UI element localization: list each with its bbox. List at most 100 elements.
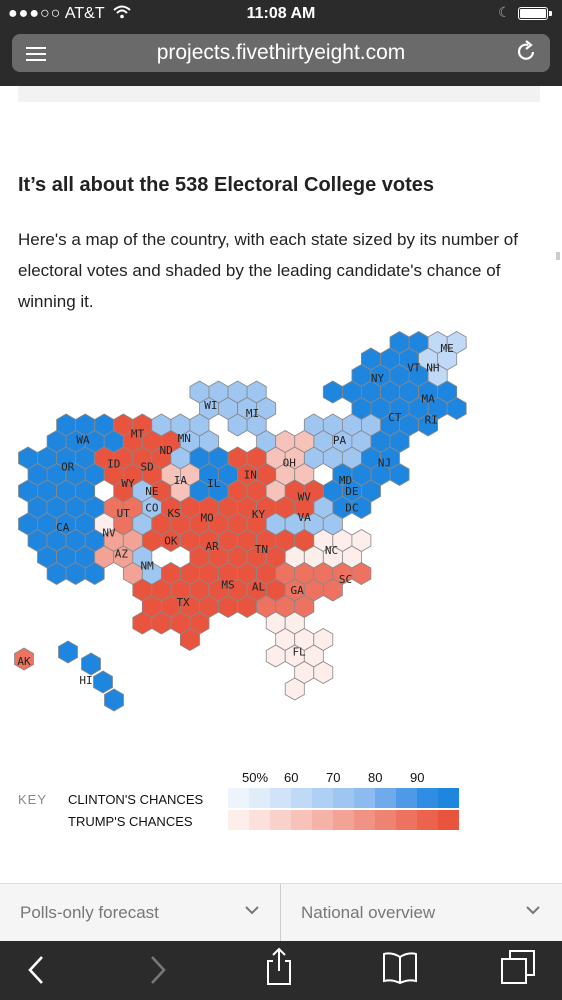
content-divider [18, 86, 540, 102]
state-label-tx: TX [176, 596, 190, 609]
clinton-swatch [333, 788, 354, 808]
state-label-nh: NH [426, 361, 439, 374]
state-label-nv: NV [102, 526, 116, 539]
do-not-disturb-icon: ☾ [498, 4, 511, 20]
map-key: 50% 60 70 80 90 KEY CLINTON'S CHANCES TR… [0, 768, 562, 838]
clinton-swatch [270, 788, 291, 808]
state-label-wy: WY [121, 477, 135, 490]
state-label-in: IN [244, 469, 257, 482]
state-label-dc: DC [345, 502, 358, 515]
state-hex-ny[interactable] [322, 380, 343, 404]
forecast-nav: Polls-only forecast National overview [0, 883, 562, 942]
dropdown-label: National overview [301, 903, 436, 922]
clinton-swatch [438, 788, 459, 808]
reload-icon[interactable] [516, 40, 538, 70]
state-label-sd: SD [140, 460, 153, 473]
state-label-ny: NY [371, 372, 385, 385]
state-hex-sc[interactable] [351, 562, 372, 585]
reader-menu-icon[interactable] [26, 47, 46, 65]
back-icon[interactable] [24, 953, 48, 992]
share-icon[interactable] [264, 947, 294, 992]
trump-swatch [312, 810, 333, 830]
chevron-down-icon [244, 900, 260, 925]
trump-swatch [375, 810, 396, 830]
wifi-icon [113, 5, 131, 19]
browser-toolbar [0, 941, 562, 1000]
url-field[interactable]: projects.fivethirtyeight.com [12, 34, 550, 72]
state-label-mn: MN [178, 432, 191, 445]
state-label-ar: AR [206, 540, 220, 553]
state-label-pa: PA [333, 434, 347, 447]
state-hex-hi[interactable] [104, 688, 124, 712]
state-hex-ri[interactable] [446, 397, 467, 420]
state-label-sc: SC [339, 573, 352, 586]
scroll-marker [556, 252, 560, 260]
state-label-ri: RI [425, 414, 438, 427]
state-label-hi: HI [79, 674, 92, 687]
state-label-ok: OK [164, 535, 178, 548]
state-hex-ny[interactable] [408, 331, 429, 354]
clinton-swatch [291, 788, 312, 808]
key-scale-label: 50% [242, 770, 269, 785]
state-hex-wi[interactable] [189, 413, 210, 437]
state-hex-dc[interactable] [351, 496, 372, 519]
state-label-tn: TN [255, 543, 268, 556]
state-hex-nj[interactable] [389, 463, 410, 486]
forward-icon[interactable] [146, 953, 170, 992]
state-label-ky: KY [252, 508, 266, 521]
state-label-co: CO [145, 502, 158, 515]
trump-color-scale [228, 810, 459, 830]
clinton-swatch [312, 788, 333, 808]
state-hex-ky[interactable] [275, 496, 296, 519]
state-label-nj: NJ [378, 457, 391, 470]
url-text[interactable]: projects.fivethirtyeight.com [156, 41, 406, 64]
state-hex-fl[interactable] [284, 677, 305, 701]
clinton-swatch [249, 788, 270, 808]
state-label-az: AZ [115, 548, 129, 561]
state-label-md: MD [339, 474, 352, 487]
state-label-ct: CT [388, 411, 402, 424]
state-hex-tx[interactable] [180, 628, 200, 651]
trump-swatch [333, 810, 354, 830]
trump-swatch [354, 810, 375, 830]
battery-icon [518, 7, 552, 20]
polls-only-forecast-dropdown[interactable]: Polls-only forecast [0, 884, 280, 942]
key-scale-label: 80 [368, 770, 383, 785]
state-label-or: OR [61, 460, 75, 473]
chevron-down-icon [525, 900, 541, 925]
state-label-ca: CA [56, 521, 70, 534]
state-label-al: AL [252, 581, 266, 594]
state-hex-hi[interactable] [93, 670, 113, 694]
state-label-nd: ND [160, 444, 173, 457]
state-label-wv: WV [298, 491, 312, 504]
state-hex-ri[interactable] [418, 413, 438, 437]
bookmarks-icon[interactable] [382, 951, 418, 990]
key-scale-label: 70 [326, 770, 341, 785]
state-label-il: IL [207, 477, 221, 490]
trump-swatch [228, 810, 249, 830]
clinton-swatch [417, 788, 438, 808]
clock: 11:08 AM [246, 5, 316, 22]
nav-divider [280, 884, 281, 942]
trump-swatch [396, 810, 417, 830]
intro-text: Here's a map of the country, with each s… [18, 230, 518, 311]
state-hex-ak[interactable] [14, 647, 34, 671]
key-label: KEY [18, 792, 48, 807]
clinton-swatch [375, 788, 396, 808]
state-label-de: DE [345, 485, 358, 498]
state-label-ut: UT [117, 507, 131, 520]
state-hex-hi[interactable] [58, 640, 78, 664]
state-label-ak: AK [17, 655, 31, 668]
state-label-ia: IA [174, 474, 188, 487]
state-hex-hi[interactable] [81, 652, 101, 676]
state-label-fl: FL [292, 646, 306, 659]
dropdown-label: Polls-only forecast [20, 903, 159, 922]
state-label-wa: WA [76, 434, 90, 447]
trump-swatch [291, 810, 312, 830]
national-overview-dropdown[interactable]: National overview [281, 884, 561, 942]
state-hex-sc[interactable] [322, 578, 343, 602]
status-bar: ●●●○○ AT&T 11:08 AM ☾ [0, 0, 562, 30]
tabs-icon[interactable] [500, 949, 536, 990]
state-hex-fl[interactable] [313, 661, 334, 684]
